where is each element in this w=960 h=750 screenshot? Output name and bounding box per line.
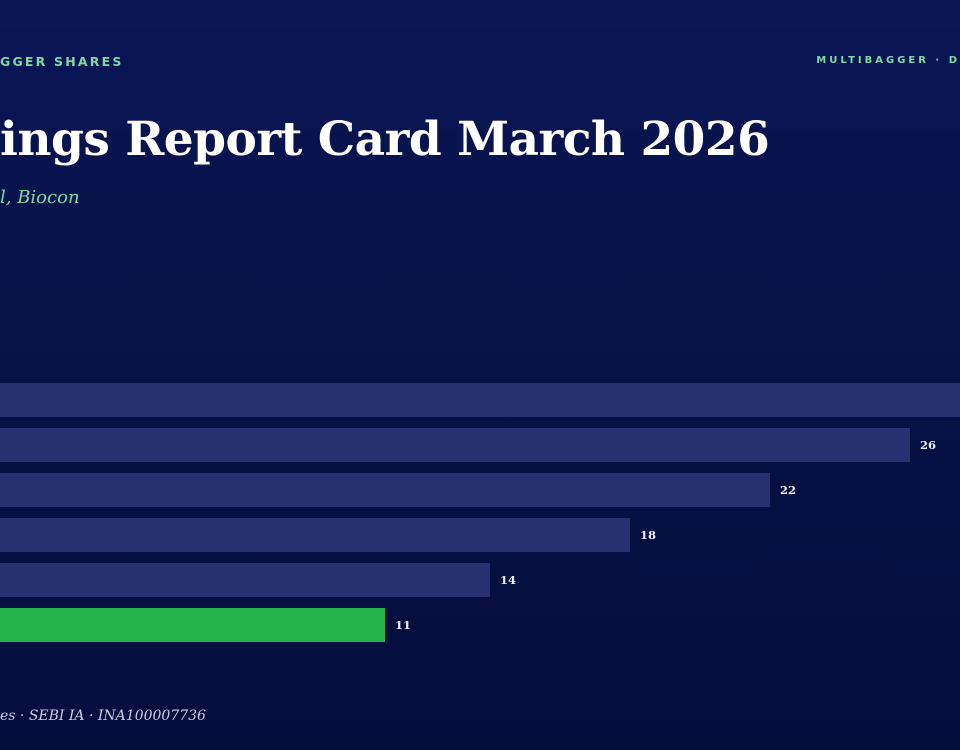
bar-value-label-4: 14 xyxy=(500,573,516,587)
bar-value-label-3: 18 xyxy=(640,528,656,542)
section-kicker: GGER SHARES xyxy=(0,54,124,69)
bar-3 xyxy=(0,518,630,552)
footer-disclaimer: es · SEBI IA · INA100007736 xyxy=(0,708,206,724)
bar-value-label-1: 26 xyxy=(920,438,936,452)
page-title: ings Report Card March 2026 xyxy=(0,112,770,167)
page-subtitle: l, Biocon xyxy=(0,187,80,208)
bar-value-label-2: 22 xyxy=(780,483,796,497)
bar-2 xyxy=(0,473,770,507)
bar-0 xyxy=(0,383,960,417)
bar-5 xyxy=(0,608,385,642)
bar-4 xyxy=(0,563,490,597)
bar-1 xyxy=(0,428,910,462)
bar-value-label-5: 11 xyxy=(395,618,411,632)
brand-label: MULTIBAGGER · D xyxy=(816,55,960,66)
